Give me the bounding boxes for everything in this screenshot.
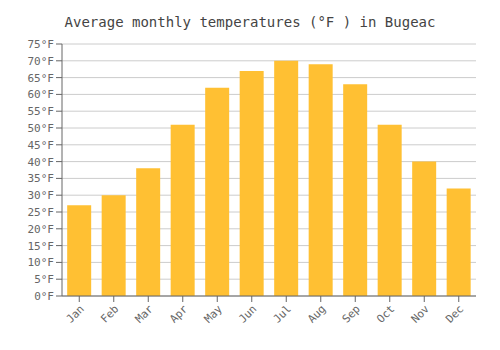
svg-text:50°F: 50°F: [28, 122, 55, 135]
svg-text:10°F: 10°F: [28, 256, 55, 269]
svg-text:15°F: 15°F: [28, 240, 55, 253]
svg-text:55°F: 55°F: [28, 105, 55, 118]
svg-text:20°F: 20°F: [28, 223, 55, 236]
svg-text:40°F: 40°F: [28, 156, 55, 169]
svg-text:0°F: 0°F: [34, 290, 54, 303]
svg-text:Apr: Apr: [167, 302, 191, 326]
svg-text:Sep: Sep: [340, 302, 363, 325]
svg-text:5°F: 5°F: [34, 273, 54, 286]
svg-text:Jun: Jun: [236, 302, 259, 325]
svg-text:70°F: 70°F: [28, 55, 55, 68]
svg-text:35°F: 35°F: [28, 172, 55, 185]
svg-text:Oct: Oct: [374, 302, 397, 325]
svg-text:Mar: Mar: [133, 302, 157, 326]
svg-text:30°F: 30°F: [28, 189, 55, 202]
svg-text:75°F: 75°F: [28, 38, 55, 51]
html-text:Average monthly temperatures (: Average monthly temperatures (°F ) in Bu…: [64, 14, 436, 30]
svg-text:Jul: Jul: [271, 302, 294, 325]
svg-text:Feb: Feb: [98, 302, 121, 325]
svg-text:Aug: Aug: [305, 302, 328, 325]
svg-text:60°F: 60°F: [28, 88, 55, 101]
svg-text:Dec: Dec: [443, 302, 466, 325]
svg-text:May: May: [202, 302, 226, 326]
svg-text:45°F: 45°F: [28, 139, 55, 152]
svg-text:65°F: 65°F: [28, 72, 55, 85]
svg-text:25°F: 25°F: [28, 206, 55, 219]
svg-text:Jan: Jan: [64, 302, 87, 325]
svg-text:Nov: Nov: [409, 302, 433, 326]
